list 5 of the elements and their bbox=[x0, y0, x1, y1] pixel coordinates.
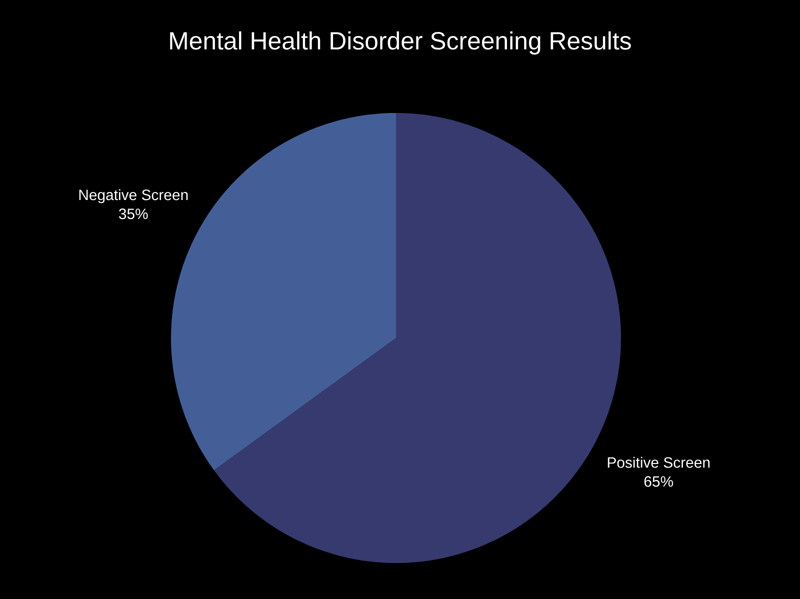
data-label: 35% bbox=[118, 208, 148, 220]
slice-label: Positive Screen bbox=[608, 456, 710, 468]
chart-title: Mental Health Disorder Screening Results bbox=[170, 31, 631, 55]
slice-label: Negative Screen bbox=[79, 189, 188, 204]
data-label: 65% bbox=[644, 476, 674, 487]
